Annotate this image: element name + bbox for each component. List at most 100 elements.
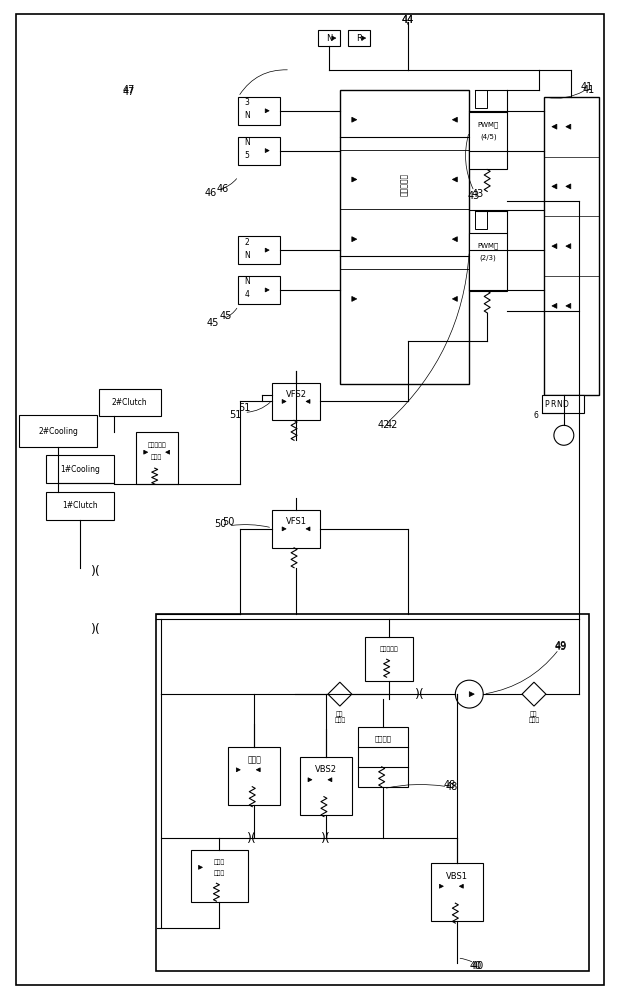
Bar xyxy=(239,276,280,304)
Text: 47: 47 xyxy=(122,85,135,95)
Text: VBS2: VBS2 xyxy=(315,765,337,774)
Text: (4/5): (4/5) xyxy=(480,133,496,140)
Bar xyxy=(46,492,114,520)
Text: 2#Cooling: 2#Cooling xyxy=(38,427,78,436)
Text: 47: 47 xyxy=(122,87,135,97)
Polygon shape xyxy=(362,36,366,40)
Polygon shape xyxy=(332,36,336,40)
Polygon shape xyxy=(522,682,546,706)
Polygon shape xyxy=(282,399,286,403)
Text: 40: 40 xyxy=(469,961,481,971)
Text: 48: 48 xyxy=(443,780,455,790)
Polygon shape xyxy=(452,117,457,122)
Text: N: N xyxy=(244,138,250,147)
Polygon shape xyxy=(469,692,474,697)
Polygon shape xyxy=(308,778,312,782)
Bar xyxy=(544,97,599,395)
Text: VFS2: VFS2 xyxy=(286,390,307,399)
Text: P: P xyxy=(544,400,549,409)
Text: 安全阀: 安全阀 xyxy=(214,871,225,876)
Circle shape xyxy=(554,425,574,445)
Text: 45: 45 xyxy=(219,311,232,321)
Polygon shape xyxy=(459,884,464,888)
Text: 50: 50 xyxy=(222,517,235,527)
Text: 压力
过滤器: 压力 过滤器 xyxy=(334,711,345,723)
Polygon shape xyxy=(452,237,457,242)
Text: 冷排置: 冷排置 xyxy=(214,860,225,865)
Text: 5: 5 xyxy=(245,151,250,160)
Text: )(: )( xyxy=(91,623,101,636)
Text: 主溢压阀: 主溢压阀 xyxy=(374,736,391,742)
Text: R: R xyxy=(356,34,362,43)
Bar xyxy=(239,236,280,264)
Polygon shape xyxy=(236,768,240,772)
Text: N: N xyxy=(244,251,250,260)
Bar xyxy=(475,211,487,229)
Text: N: N xyxy=(556,400,562,409)
Polygon shape xyxy=(352,117,357,122)
Text: 43: 43 xyxy=(467,191,480,201)
Polygon shape xyxy=(439,884,443,888)
Polygon shape xyxy=(566,244,571,249)
Bar xyxy=(318,30,340,46)
Text: 压力传感器: 压力传感器 xyxy=(379,647,398,652)
Bar xyxy=(46,455,114,483)
Polygon shape xyxy=(256,768,260,772)
Polygon shape xyxy=(352,296,357,301)
Text: 46: 46 xyxy=(216,184,229,194)
Bar xyxy=(239,137,280,165)
Text: (2/3): (2/3) xyxy=(480,255,497,261)
Text: 2#Clutch: 2#Clutch xyxy=(112,398,148,407)
Text: 51: 51 xyxy=(229,410,242,420)
Polygon shape xyxy=(452,296,457,301)
Text: )(: )( xyxy=(247,832,257,845)
Polygon shape xyxy=(265,149,269,153)
Polygon shape xyxy=(328,778,332,782)
Text: 46: 46 xyxy=(205,188,216,198)
Text: 49: 49 xyxy=(555,642,567,652)
Text: 42: 42 xyxy=(386,420,398,430)
Text: 44: 44 xyxy=(402,15,413,25)
Bar xyxy=(239,97,280,125)
Text: )(: )( xyxy=(321,832,331,845)
Polygon shape xyxy=(566,124,571,129)
Bar xyxy=(300,757,352,815)
Polygon shape xyxy=(566,303,571,308)
Text: 41: 41 xyxy=(581,82,593,92)
Bar xyxy=(156,614,589,971)
Polygon shape xyxy=(265,248,269,252)
Bar xyxy=(99,389,161,416)
Text: 粗滤
过滤器: 粗滤 过滤器 xyxy=(528,711,540,723)
Text: 顺序阀: 顺序阀 xyxy=(151,454,163,460)
Text: 44: 44 xyxy=(402,15,413,25)
Bar xyxy=(358,727,407,787)
Polygon shape xyxy=(552,244,557,249)
Text: N: N xyxy=(244,111,250,120)
Text: VFS1: VFS1 xyxy=(286,517,307,526)
Text: 1#Cooling: 1#Cooling xyxy=(60,465,100,474)
Polygon shape xyxy=(552,303,557,308)
Polygon shape xyxy=(352,237,357,242)
Text: 41: 41 xyxy=(583,85,595,95)
Circle shape xyxy=(455,680,483,708)
Polygon shape xyxy=(265,109,269,113)
Polygon shape xyxy=(198,865,203,869)
Text: 50: 50 xyxy=(214,519,227,529)
Text: )(: )( xyxy=(415,688,425,701)
Polygon shape xyxy=(306,527,310,531)
Text: 6: 6 xyxy=(533,411,538,420)
Polygon shape xyxy=(282,527,286,531)
Text: R: R xyxy=(550,400,556,409)
Bar xyxy=(136,432,177,484)
Text: N: N xyxy=(244,277,250,286)
Bar xyxy=(469,233,507,291)
Polygon shape xyxy=(552,184,557,189)
Bar xyxy=(229,747,280,805)
Text: 40: 40 xyxy=(471,961,483,971)
Text: 换挡顺序阀: 换挡顺序阀 xyxy=(400,173,409,196)
Text: PWM阀: PWM阀 xyxy=(478,121,499,128)
Polygon shape xyxy=(166,450,169,454)
Polygon shape xyxy=(328,682,352,706)
Text: N: N xyxy=(326,34,332,43)
Text: 49: 49 xyxy=(555,641,567,651)
